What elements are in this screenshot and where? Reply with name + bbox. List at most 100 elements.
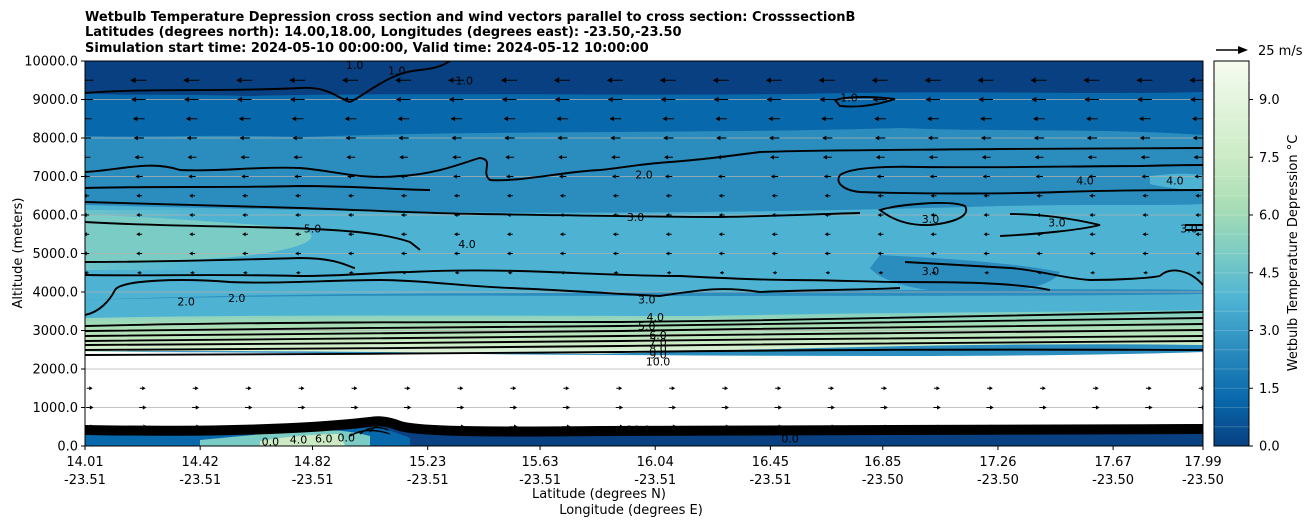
wind-arrow (1143, 270, 1148, 275)
x-axis-label-lon: Longitude (degrees E) (559, 503, 703, 518)
wind-arrow (290, 96, 305, 103)
contour-label: 0.0 (337, 432, 355, 445)
colorbar-tick-label: 4.5 (1259, 266, 1280, 281)
x-tick-label-lon: -23.51 (64, 473, 106, 488)
wind-arrow (510, 386, 517, 391)
wind-arrow (136, 193, 143, 198)
wind-arrow (192, 405, 200, 410)
wind-arrow (347, 174, 355, 179)
wind-arrow (185, 116, 198, 122)
wind-arrow (457, 386, 464, 391)
wind-arrow (713, 96, 729, 103)
contour-label: 5.0 (304, 222, 322, 235)
wind-arrow (826, 424, 836, 429)
wind-arrow (924, 77, 941, 84)
wind-arrow (504, 135, 515, 141)
wind-arrow (289, 77, 306, 84)
wind-arrow (189, 232, 196, 237)
wind-arrow (669, 386, 676, 391)
x-tick-label-lat: 14.42 (182, 455, 219, 470)
title-line-2: Latitudes (degrees north): 14.00,18.00, … (85, 25, 682, 40)
contour-label: 8.0 (649, 343, 667, 356)
wind-arrow (345, 135, 356, 141)
wind-arrow (559, 251, 566, 256)
wind-arrow (1087, 155, 1097, 160)
wind-arrow (824, 251, 831, 256)
wind-arrow (771, 232, 778, 237)
wind-arrow (765, 77, 782, 84)
wind-arrow (1091, 424, 1101, 429)
y-axis: 0.0 1000.0 2000.0 3000.0 4000.0 5000.0 6000.0 7… (24, 55, 85, 455)
x-tick-label-lon: -23.50 (977, 473, 1019, 488)
wind-arrow (1089, 232, 1096, 237)
wind-arrow (930, 232, 937, 237)
wind-arrow (718, 232, 725, 237)
wind-arrow (1038, 424, 1048, 429)
wind-arrow (1030, 77, 1047, 84)
wind-arrow (982, 174, 990, 179)
wind-arrow (350, 424, 360, 429)
wind-arrow (453, 174, 461, 179)
wind-arrow (187, 155, 197, 160)
wind-arrow (878, 270, 883, 275)
wind-arrow (139, 405, 147, 410)
wind-arrow (1086, 135, 1098, 141)
wind-arrow (984, 270, 989, 275)
wind-arrow (659, 77, 676, 84)
chart-title: Wetbulb Temperature Depression cross sec… (85, 10, 855, 56)
wind-arrow (773, 424, 783, 429)
wind-arrow (245, 405, 253, 410)
wind-arrow (925, 96, 941, 103)
colorbar: 0.0 1.5 3.0 4.5 6.0 7.5 9.0 Wetbulb Temperatur… (1213, 60, 1301, 455)
wind-arrow (824, 232, 831, 237)
wind-arrow (611, 155, 620, 160)
wind-arrow (822, 155, 832, 160)
wind-arrow (1090, 270, 1095, 275)
wind-arrow (506, 174, 514, 179)
x-tick-label-lat: 15.63 (521, 455, 558, 470)
wind-arrow (506, 213, 513, 217)
wind-arrow (774, 405, 782, 410)
wind-arrow (191, 424, 201, 429)
wind-arrow (615, 405, 624, 410)
wind-arrow (775, 386, 782, 391)
wind-arrow (346, 155, 356, 160)
wind-arrow (877, 213, 884, 217)
wind-arrow (980, 116, 992, 122)
wind-arrow (1036, 251, 1043, 256)
wind-arrow (132, 116, 145, 122)
wind-arrow (401, 193, 407, 198)
wind-arrow (559, 174, 567, 179)
y-tick-label: 5000.0 (33, 247, 79, 262)
title-line-1: Wetbulb Temperature Depression cross sec… (85, 10, 855, 25)
wind-arrow (769, 135, 780, 141)
wind-arrow (980, 135, 992, 141)
wind-arrow (399, 155, 409, 160)
wind-arrow (983, 232, 990, 237)
y-tick-label: 9000.0 (33, 93, 79, 108)
y-tick-label: 10000.0 (24, 55, 78, 70)
wind-arrow (824, 213, 831, 217)
wind-arrow (1189, 77, 1203, 84)
contour-label: 1.0 (455, 74, 473, 87)
wind-arrow (1088, 174, 1096, 179)
wind-arrow (1083, 77, 1100, 84)
wind-arrow (823, 174, 832, 179)
wind-arrow (981, 155, 991, 160)
x-tick-label-lon: -23.50 (1182, 473, 1224, 488)
wind-arrow (448, 77, 465, 84)
x-tick-label-lat: 14.01 (66, 455, 103, 470)
wind-arrow (668, 424, 677, 429)
x-tick-label-lon: -23.51 (519, 473, 561, 488)
wind-arrow (295, 270, 301, 275)
wind-arrow (1137, 96, 1152, 103)
wind-arrow (881, 386, 887, 391)
contour-label: 4.0 (1076, 174, 1094, 187)
wind-arrow (1195, 193, 1202, 198)
x-tick-label-lon: -23.51 (407, 473, 449, 488)
wind-arrow (664, 174, 673, 179)
wind-arrow (1033, 116, 1045, 122)
wind-arrow (456, 405, 465, 410)
contour-lines (85, 61, 1203, 437)
